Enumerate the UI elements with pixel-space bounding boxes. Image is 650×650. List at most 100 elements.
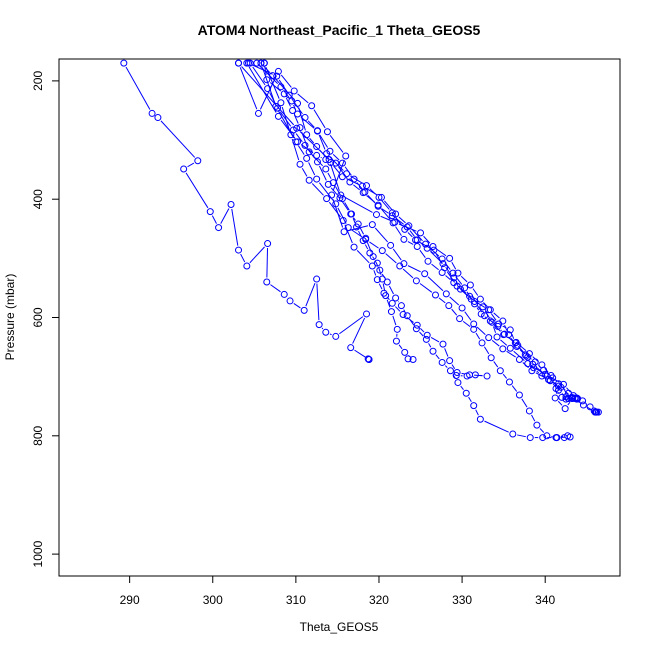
data-point	[264, 85, 272, 93]
series-segment	[352, 218, 356, 223]
data-point	[308, 102, 316, 110]
series-segment	[502, 373, 508, 379]
series-segment	[359, 227, 365, 235]
data-point	[470, 325, 478, 333]
data-point	[368, 262, 376, 270]
series-segment	[558, 391, 560, 394]
data-point	[376, 266, 384, 274]
series-segment	[561, 386, 566, 391]
data-point	[586, 403, 594, 411]
data-point	[431, 291, 439, 299]
data-point	[412, 325, 420, 333]
series-segment	[311, 183, 324, 196]
series-segment	[270, 284, 281, 293]
series-segment	[423, 235, 431, 244]
data-point	[396, 262, 404, 270]
data-point	[560, 434, 568, 442]
series-segment	[398, 216, 406, 224]
data-point	[375, 193, 383, 201]
series-segment	[265, 67, 280, 99]
data-point	[524, 360, 532, 368]
data-point	[466, 281, 474, 289]
data-point	[253, 59, 261, 67]
series-segment	[339, 316, 364, 335]
data-point	[438, 255, 446, 263]
data-point	[471, 300, 479, 308]
data-point	[579, 401, 587, 409]
data-point	[323, 128, 331, 136]
series-segment	[353, 217, 356, 221]
series-4	[244, 59, 577, 413]
data-point	[277, 83, 285, 91]
data-point	[378, 275, 386, 283]
series-segment	[381, 273, 386, 279]
series-segment	[500, 329, 502, 331]
data-point	[446, 367, 454, 375]
series-segment	[519, 349, 524, 354]
data-point	[561, 405, 569, 413]
data-point	[446, 357, 454, 365]
x-tick-label: 340	[535, 593, 555, 607]
data-point	[525, 350, 533, 358]
series-segment	[308, 162, 316, 176]
y-tick-label: 600	[31, 307, 45, 327]
series-segment	[328, 201, 341, 218]
series-segment	[511, 385, 518, 392]
data-point	[405, 222, 413, 230]
data-point	[538, 361, 546, 369]
series-segment	[369, 241, 379, 249]
series-segment	[451, 308, 458, 316]
series-segment	[293, 114, 299, 124]
data-point	[340, 228, 348, 236]
data-point	[254, 109, 262, 117]
series-segment	[316, 283, 320, 321]
series-segment	[567, 401, 571, 406]
series-segment	[392, 315, 397, 326]
data-point	[322, 165, 330, 173]
data-point	[438, 358, 446, 366]
series-segment	[263, 66, 270, 73]
data-point	[564, 395, 572, 403]
data-point	[264, 240, 272, 248]
data-point	[543, 432, 551, 440]
data-point	[409, 355, 417, 363]
series-segment	[344, 196, 373, 213]
series-segment	[419, 249, 426, 258]
data-point	[347, 344, 355, 352]
data-point	[344, 224, 352, 232]
series-segment	[300, 144, 314, 154]
data-point	[423, 331, 431, 339]
series-segment	[356, 249, 370, 264]
series-segment	[125, 66, 151, 110]
data-point	[332, 159, 340, 167]
series-segment	[248, 66, 277, 113]
series-segment	[392, 248, 402, 261]
series-segment	[231, 208, 239, 246]
series-segment	[301, 167, 308, 177]
series-segment	[366, 195, 376, 203]
series-segment	[502, 325, 507, 329]
x-tick-label: 290	[120, 593, 140, 607]
data-point	[387, 241, 395, 249]
data-point	[235, 246, 243, 254]
series-segment	[329, 156, 344, 171]
series-segment	[298, 107, 306, 131]
series-segment	[252, 66, 266, 86]
data-point	[313, 151, 321, 159]
data-point	[274, 67, 282, 75]
series-segment	[444, 348, 449, 357]
data-point	[392, 210, 400, 218]
series-segment	[430, 337, 440, 343]
series-segment	[460, 385, 464, 390]
data-point	[485, 306, 493, 314]
series-segment	[330, 187, 338, 195]
series-segment	[430, 251, 441, 261]
plot-series	[120, 59, 602, 442]
data-point	[481, 312, 489, 320]
series-segment	[378, 283, 383, 290]
data-point	[393, 325, 401, 333]
series-segment	[374, 227, 389, 243]
series-segment	[384, 200, 394, 211]
data-point	[382, 292, 390, 300]
